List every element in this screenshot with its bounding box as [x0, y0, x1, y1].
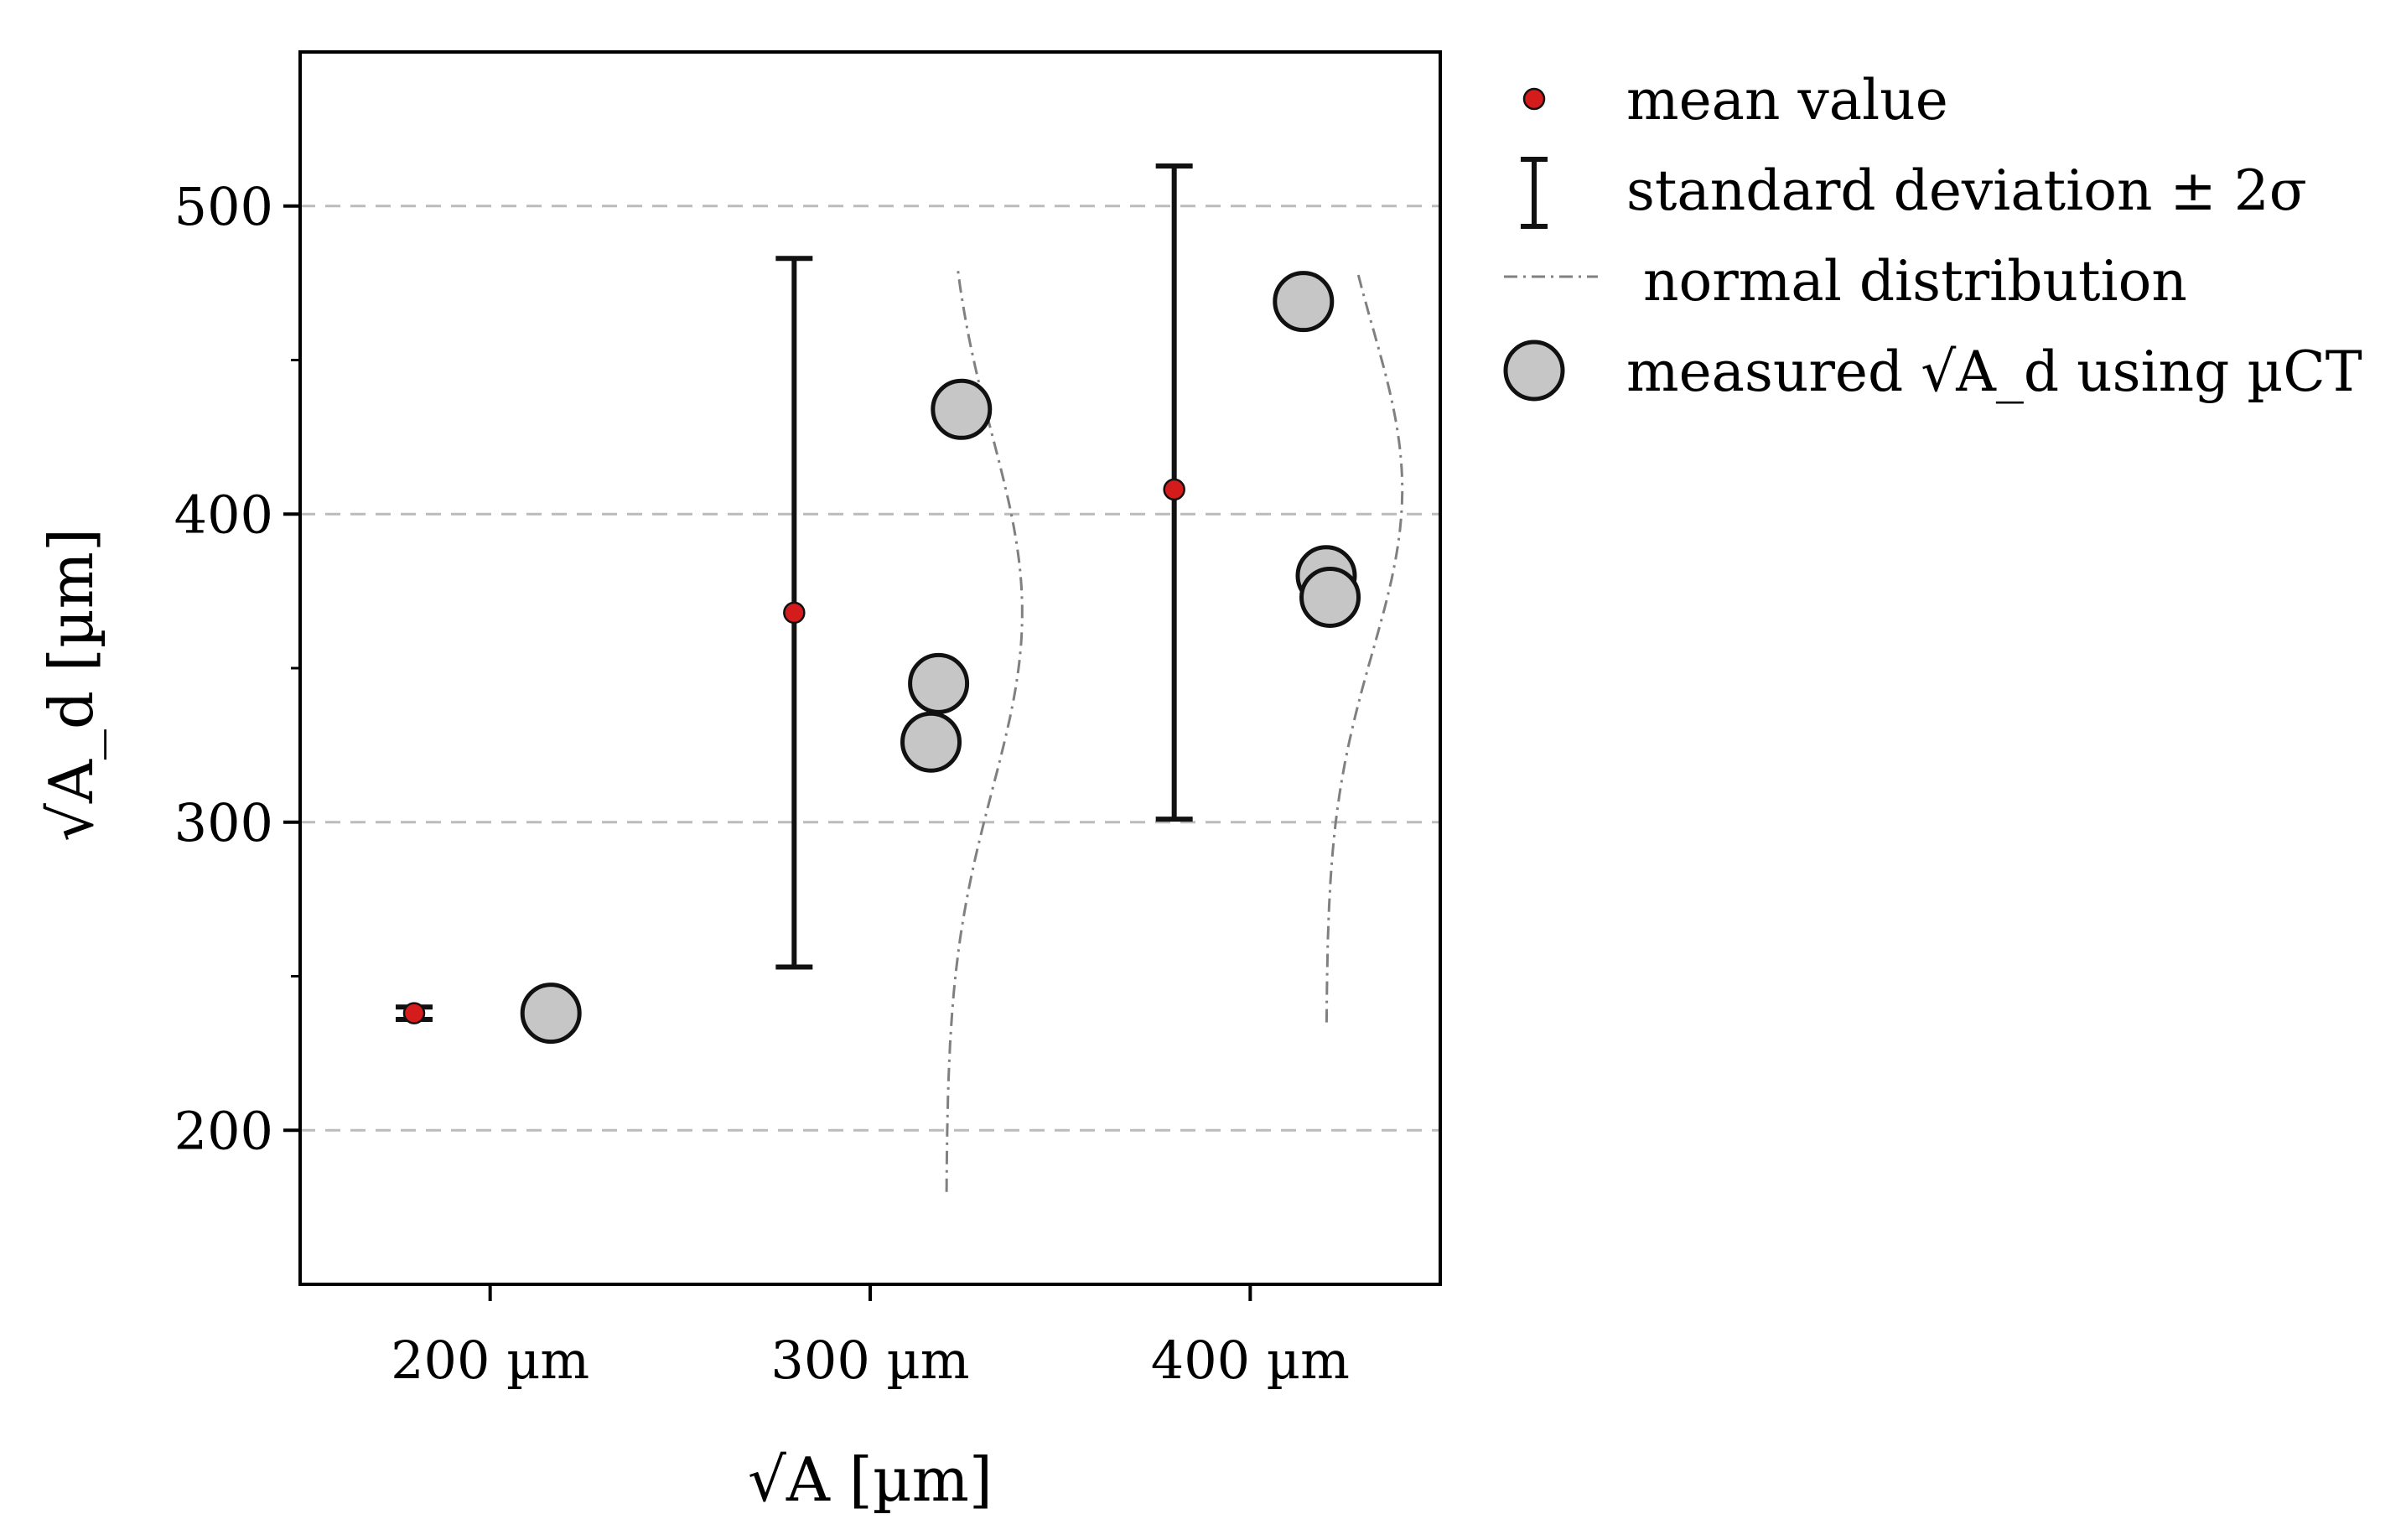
x-tick-label: 300 µm — [770, 1330, 969, 1391]
legend-item: normal distribution — [1504, 249, 2187, 314]
legend-label: measured √A_d using µCT — [1626, 340, 2362, 404]
normal-distribution-curve — [1325, 270, 1404, 1023]
x-tick-label: 400 µm — [1151, 1330, 1350, 1391]
measured-point — [931, 378, 993, 440]
grid-lines — [300, 205, 1440, 1132]
measured-point — [1299, 566, 1361, 628]
error-bars — [396, 163, 1193, 1022]
y-tick-label: 400 — [174, 484, 273, 545]
legend-mean-marker — [1522, 87, 1546, 111]
mean-point — [783, 601, 806, 625]
x-axis-ticks: 200 µm 300 µm 400 µm — [391, 1284, 1350, 1391]
mean-point — [402, 1002, 426, 1024]
legend-label: mean value — [1626, 68, 1948, 132]
legend-item: mean value — [1522, 68, 1948, 132]
plot-frame — [298, 50, 1442, 1286]
y-tick-label: 200 — [174, 1100, 273, 1161]
y-tick-label: 300 — [174, 792, 273, 853]
measured-point — [1273, 271, 1335, 333]
x-axis-label: √A [µm] — [748, 1444, 993, 1515]
mean-point — [1163, 478, 1185, 501]
measured-point — [900, 711, 962, 773]
y-tick-label: 500 — [174, 176, 273, 237]
legend-measured-marker — [1503, 340, 1565, 402]
mean-points — [402, 478, 1185, 1024]
legend: mean value standard deviation ± 2σ normal … — [1503, 68, 2362, 404]
legend-label: standard deviation ± 2σ — [1626, 158, 2307, 223]
legend-item: measured √A_d using µCT — [1503, 340, 2362, 404]
measured-point — [908, 652, 970, 714]
legend-label: normal distribution — [1643, 249, 2187, 314]
y-axis-ticks: 200 300 400 500 — [174, 176, 300, 1161]
x-tick-label: 200 µm — [391, 1330, 589, 1391]
measured-point — [520, 983, 582, 1045]
measured-points — [520, 271, 1361, 1045]
legend-item: standard deviation ± 2σ — [1521, 157, 2307, 229]
y-axis-label: √A_d [µm] — [36, 528, 106, 842]
